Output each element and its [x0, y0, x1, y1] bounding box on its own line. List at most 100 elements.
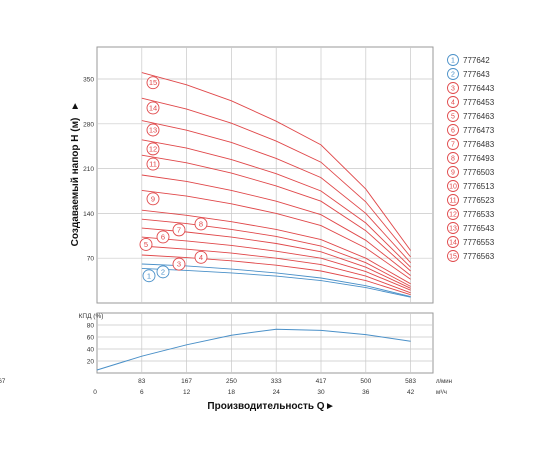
- head-y-tick-label: 280: [83, 121, 94, 128]
- legend-label: 7776503: [463, 168, 495, 177]
- efficiency-y-tick-label: 80: [87, 323, 95, 330]
- legend-label: 7776443: [463, 84, 495, 93]
- x-axis-title-arrow: ►: [325, 401, 335, 412]
- x-tick-m3h: 30: [317, 389, 325, 396]
- curve-marker-5: 5: [139, 237, 153, 251]
- legend-label: 7776563: [463, 252, 495, 261]
- head-panel-frame: [96, 46, 434, 304]
- efficiency-y-tick-label: 60: [87, 335, 95, 342]
- legend-number: 4: [451, 100, 455, 107]
- head-y-axis-label: Создаваемый напор H (м): [70, 118, 81, 247]
- legend-item-14: 14 7776553: [447, 236, 495, 248]
- head-y-tick-label: 350: [83, 77, 94, 84]
- head-y-axis-arrow: ►: [70, 101, 81, 111]
- curve-marker-label: 15: [149, 78, 157, 87]
- curve-marker-label: 9: [151, 194, 155, 203]
- curve-marker-circle: [146, 192, 160, 206]
- x-tick-lpm: 333: [271, 378, 282, 385]
- legend-marker: [447, 222, 459, 234]
- legend-label: 7776533: [463, 210, 495, 219]
- curve-marker-circle: [139, 237, 153, 251]
- efficiency-panel: 20 40 60 80: [87, 312, 434, 374]
- curve-marker-9: 9: [146, 192, 160, 206]
- head-curve-1: [141, 267, 411, 298]
- x-tick-m3h: 0: [93, 389, 97, 396]
- head-curve-13: [141, 120, 411, 264]
- legend-marker: [447, 236, 459, 248]
- legend-item-13: 13 7776543: [447, 222, 495, 234]
- x-tick-lpm: 583: [405, 378, 416, 385]
- x-tick-m3h: 24: [273, 389, 281, 396]
- legend-item-9: 9 7776503: [447, 166, 495, 178]
- legend-label: 777642: [463, 56, 490, 65]
- legend-marker: [447, 68, 459, 80]
- curve-marker-circle: [172, 257, 186, 271]
- legend-marker: [447, 166, 459, 178]
- curve-marker-circle: [146, 142, 160, 156]
- x-axis-title: Производительность Q: [207, 401, 324, 412]
- head-y-tick-label: 210: [83, 166, 94, 173]
- legend-label: 777643: [463, 70, 490, 79]
- head-curve-6: [141, 227, 411, 289]
- curve-marker-label: 7: [177, 225, 181, 234]
- efficiency-y-axis-label: КПД (%): [79, 313, 104, 320]
- curve-marker-3: 3: [172, 257, 186, 271]
- legend-label: 7776553: [463, 238, 495, 247]
- legend-number: 7: [451, 142, 455, 149]
- legend-item-5: 5 7776463: [447, 110, 495, 122]
- legend-number: 1: [451, 58, 455, 65]
- curve-marker-label: 5: [144, 240, 148, 249]
- head-curve-7: [141, 218, 411, 287]
- x-tick-m3h: 12: [183, 389, 191, 396]
- legend-number: 9: [451, 170, 455, 177]
- curve-marker-label: 13: [149, 126, 157, 135]
- curve-marker-12: 12: [146, 142, 160, 156]
- legend-marker: [447, 110, 459, 122]
- legend-number: 6: [451, 128, 455, 135]
- head-curve-11: [141, 154, 411, 272]
- head-curve-9: [141, 189, 411, 280]
- legend-item-8: 8 7776493: [447, 152, 495, 164]
- head-curve-3: [141, 254, 411, 296]
- curve-marker-circle: [194, 217, 208, 231]
- legend-item-15: 15 7776563: [447, 250, 495, 262]
- head-curve-14: [141, 97, 411, 258]
- efficiency-y-tick-label: 20: [87, 359, 95, 366]
- head-y-tick-label: 140: [83, 211, 94, 218]
- curve-marker-7: 7: [172, 223, 186, 237]
- head-curve-10: [141, 174, 411, 276]
- legend-label: 7776523: [463, 196, 495, 205]
- curve-marker-circle: [142, 269, 156, 283]
- legend-label: 7776473: [463, 126, 495, 135]
- x-tick-lpm: 83: [138, 378, 146, 385]
- curve-marker-label: 4: [199, 253, 203, 262]
- legend-number: 8: [451, 156, 455, 163]
- curve-marker-15: 15: [146, 76, 160, 90]
- x-unit-lpm: л/мин: [436, 379, 452, 385]
- x-tick-lpm: 500: [360, 378, 371, 385]
- curve-marker-11: 11: [146, 157, 160, 171]
- x-tick-m3h: 36: [362, 389, 370, 396]
- legend-item-6: 6 7776473: [447, 124, 495, 136]
- curve-marker-13: 13: [146, 123, 160, 137]
- curve-marker-circle: [194, 250, 208, 264]
- x-axis: 83 167 250 333 417 500 583 667 л/мин 0 6 12 18 24 30 36…: [0, 378, 452, 396]
- curve-marker-label: 1: [147, 271, 151, 280]
- legend-label: 7776543: [463, 224, 495, 233]
- efficiency-y-tick-label: 40: [87, 347, 95, 354]
- head-y-tick-label: 70: [87, 256, 95, 263]
- head-curve-2: [141, 263, 411, 298]
- curve-marker-4: 4: [194, 250, 208, 264]
- legend-marker: [447, 194, 459, 206]
- legend-number: 13: [449, 226, 457, 233]
- legend-number: 2: [451, 72, 455, 79]
- legend-marker: [447, 152, 459, 164]
- x-tick-lpm: 250: [226, 378, 237, 385]
- legend-marker: [447, 124, 459, 136]
- legend-item-4: 4 7776453: [447, 96, 495, 108]
- x-tick-lpm: 667: [0, 378, 6, 385]
- legend-item-11: 11 7776523: [447, 194, 495, 206]
- legend-marker: [447, 82, 459, 94]
